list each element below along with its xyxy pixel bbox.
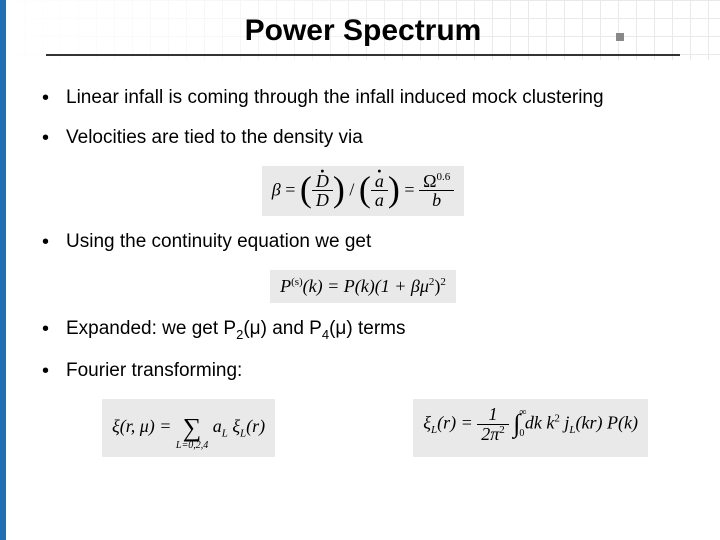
bullet-5-text: Fourier transforming: (66, 360, 242, 381)
eq1-beta: β (272, 179, 281, 199)
bullet-1: Linear infall is coming through the infa… (42, 86, 684, 110)
slide: Power Spectrum Linear infall is coming t… (0, 0, 720, 540)
bullet-1-text: Linear infall is coming through the infa… (66, 87, 604, 108)
bullet-2: Velocities are tied to the density via (42, 126, 684, 150)
bullet-3: Using the continuity equation we get (42, 230, 684, 254)
eq1-frac2: aa (371, 172, 388, 211)
bullet-5: Fourier transforming: (42, 359, 684, 383)
bullet-list-3: Expanded: we get P2(μ) and P4(μ) terms F… (42, 317, 684, 383)
eq1-exp: 0.6 (436, 171, 450, 183)
eq1-equals2: = (400, 179, 419, 199)
eq2-sup-s: (s) (291, 276, 303, 288)
eq3-sum: ∑L=0,2,4 (176, 405, 208, 451)
bullet-3-text: Using the continuity equation we get (66, 231, 371, 252)
bullet-4-sub2: 4 (322, 327, 329, 342)
eq3-a: a (208, 416, 222, 436)
slide-header: Power Spectrum (6, 0, 720, 68)
eq2-P: P (280, 276, 291, 296)
equation-xi-sum: ξ(r, μ) = ∑L=0,2,4 aL ξL(r) (102, 399, 275, 457)
bullet-4: Expanded: we get P2(μ) and P4(μ) terms (42, 317, 684, 343)
eq2-body: (k) = P(k)(1 + βμ (303, 276, 429, 296)
eq1-Ddot: D (316, 172, 329, 191)
eq4-r: (r) = (437, 412, 477, 432)
bottom-equation-row: ξ(r, μ) = ∑L=0,2,4 aL ξL(r) ξL(r) = 12π2… (42, 399, 684, 457)
eq1-adot: a (375, 172, 384, 191)
bullet-4-mid2: (μ) terms (329, 318, 405, 339)
equation-ps: P(s)(k) = P(k)(1 + βμ2)2 (270, 270, 456, 303)
eq4-frac: 12π2 (477, 405, 509, 444)
equation-2-wrap: P(s)(k) = P(k)(1 + βμ2)2 (42, 270, 684, 303)
eq1-slash: / (345, 179, 359, 199)
bullet-2-text: Velocities are tied to the density via (66, 127, 363, 148)
eq1-frac1: DD (312, 172, 333, 211)
eq4-twopi: 2π (481, 424, 499, 444)
eq4-pisq: 2 (499, 424, 505, 436)
bullet-4-pre: Expanded: we get P (66, 318, 236, 339)
slide-content: Linear infall is coming through the infa… (6, 68, 720, 457)
eq1-b: b (419, 191, 454, 210)
eq1-a: a (371, 191, 388, 210)
accent-square (616, 33, 624, 41)
eq1-frac3: Ω0.6 b (419, 172, 454, 211)
eq3-r: (r) (246, 416, 265, 436)
bullet-list-2: Using the continuity equation we get (42, 230, 684, 254)
eq4-xi: ξ (423, 412, 431, 432)
title-underline (46, 54, 680, 56)
eq4-intl: 0 (519, 428, 524, 439)
bullet-list: Linear infall is coming through the infa… (42, 86, 684, 150)
eq3-xi: ξ(r, μ) = (112, 416, 176, 436)
eq4-jL: j (560, 412, 570, 432)
eq1-equals: = (281, 179, 300, 199)
slide-title: Power Spectrum (6, 14, 720, 48)
eq1-omega: Ω (423, 171, 436, 191)
equation-beta: β = (DD) / (aa) = Ω0.6b (262, 166, 464, 217)
bullet-4-mid1: (μ) and P (243, 318, 322, 339)
eq2-outersq: 2 (440, 276, 446, 288)
eq1-D: D (312, 191, 333, 210)
eq3-xiL: ξ (228, 416, 240, 436)
eq3-sumlow: L=0,2,4 (176, 441, 208, 451)
eq4-kr: (kr) P(k) (576, 412, 638, 432)
eq4-one: 1 (477, 405, 509, 425)
eq4-int: ∞∫0 (513, 411, 520, 437)
equation-1-wrap: β = (DD) / (aa) = Ω0.6b (42, 166, 684, 217)
equation-xi-integral: ξL(r) = 12π2 ∞∫0 dk k2 jL(kr) P(k) (413, 399, 648, 457)
